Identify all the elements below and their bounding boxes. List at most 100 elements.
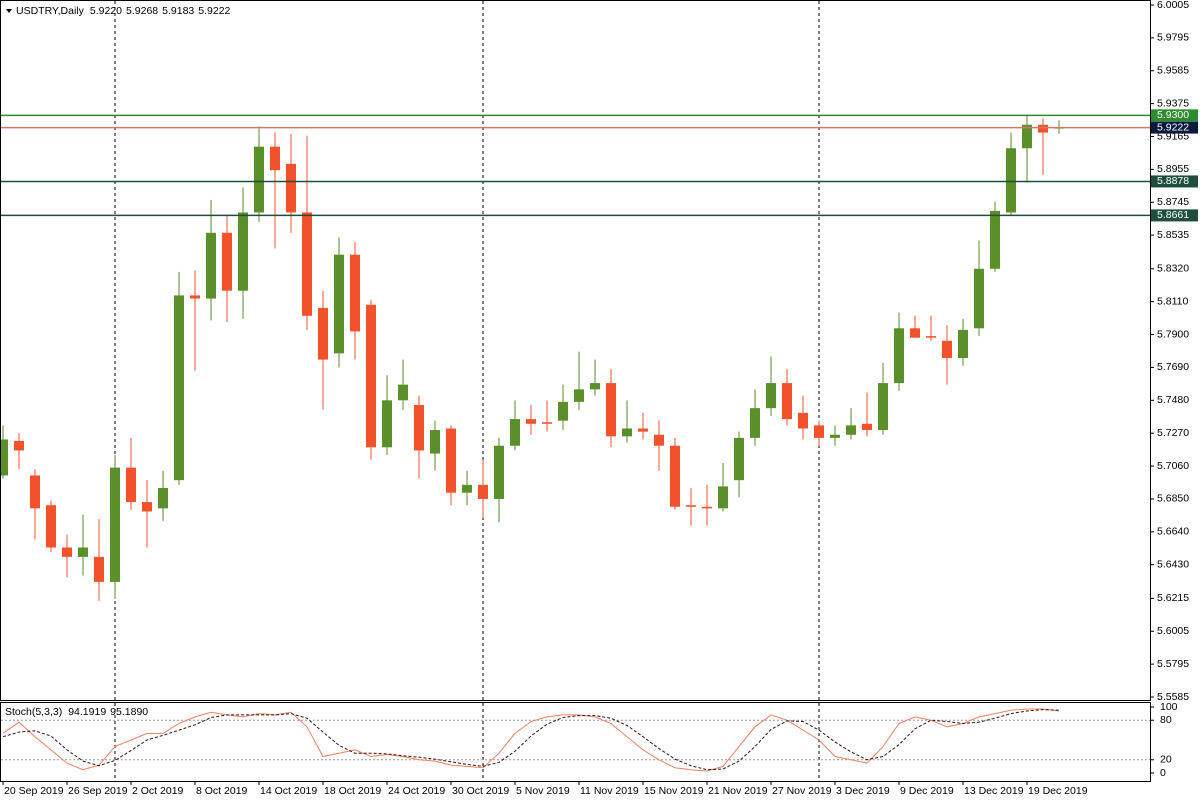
stoch-title: Stoch(5,3,3) xyxy=(5,706,62,718)
candle-body xyxy=(638,428,648,432)
candle-body xyxy=(286,163,296,213)
y-tick-label: 5.6640 xyxy=(1157,526,1189,538)
y-tick-label: 5.7270 xyxy=(1157,427,1189,439)
y-tick-label: 5.8745 xyxy=(1157,196,1189,208)
candle-body xyxy=(990,210,1000,269)
candle-body xyxy=(14,441,24,451)
candle-body xyxy=(174,295,184,481)
level-label: 5.9222 xyxy=(1157,121,1189,133)
candle-body xyxy=(718,486,728,509)
x-tick-label: 24 Oct 2019 xyxy=(388,785,445,797)
x-tick-label: 2 Oct 2019 xyxy=(132,785,184,797)
y-tick-label: 0 xyxy=(1160,767,1166,779)
x-tick-label: 9 Dec 2019 xyxy=(900,785,954,797)
candle-body xyxy=(542,422,552,424)
x-tick-label: 26 Sep 2019 xyxy=(68,785,128,797)
candle-body xyxy=(62,547,72,557)
x-tick-label: 14 Oct 2019 xyxy=(260,785,317,797)
candle-body xyxy=(1006,148,1016,213)
candle-body xyxy=(1022,124,1032,149)
candle-body xyxy=(318,307,328,360)
stoch-line xyxy=(2,709,1060,771)
candle-body xyxy=(190,295,200,299)
candle-body xyxy=(910,328,920,338)
level-box xyxy=(1151,109,1198,122)
header-value: 5.9220 xyxy=(90,5,122,17)
candle-body xyxy=(238,212,248,291)
candle-body xyxy=(254,146,264,213)
x-tick-label: 8 Oct 2019 xyxy=(196,785,248,797)
x-tick-label: 21 Nov 2019 xyxy=(708,785,768,797)
candle-body xyxy=(366,304,376,448)
x-tick-label: 5 Nov 2019 xyxy=(516,785,570,797)
candle-body xyxy=(878,383,888,431)
x-tick-label: 11 Nov 2019 xyxy=(580,785,639,797)
candle-body xyxy=(750,408,760,438)
y-tick-label: 5.6005 xyxy=(1157,625,1189,637)
candle-body xyxy=(158,487,168,509)
y-tick-label: 5.7690 xyxy=(1157,361,1189,373)
y-tick-label: 5.5795 xyxy=(1157,658,1189,670)
level-label: 5.9300 xyxy=(1157,109,1189,121)
y-tick-label: 5.9795 xyxy=(1157,32,1189,44)
candle-body xyxy=(1038,124,1048,133)
candle-body xyxy=(30,475,40,509)
candle-body xyxy=(222,232,232,291)
header-value: 94.1919 xyxy=(68,706,106,718)
candle-body xyxy=(334,254,344,354)
y-tick-label: 5.8320 xyxy=(1157,263,1189,275)
y-tick-label: 80 xyxy=(1160,714,1172,726)
candle-body xyxy=(702,506,712,509)
candle-body xyxy=(0,439,8,476)
candle-body xyxy=(558,401,568,421)
y-tick-label: 5.7060 xyxy=(1157,460,1189,472)
candle-body xyxy=(606,383,616,437)
main-panel-border xyxy=(0,0,1151,701)
x-tick-label: 19 Dec 2019 xyxy=(1028,785,1088,797)
header-value: 5.9268 xyxy=(126,5,158,17)
x-tick-label: 18 Oct 2019 xyxy=(324,785,381,797)
candle-body xyxy=(670,445,680,507)
x-tick-label: 15 Nov 2019 xyxy=(644,785,704,797)
candle-body xyxy=(78,547,88,557)
x-tick-label: 3 Dec 2019 xyxy=(836,785,890,797)
stoch-panel-border xyxy=(0,702,1151,782)
candle-body xyxy=(414,405,424,451)
candle-body xyxy=(654,434,664,446)
candle-body xyxy=(846,425,856,435)
candle-body xyxy=(862,423,872,431)
candle-body xyxy=(958,329,968,359)
level-box xyxy=(1151,209,1198,222)
y-tick-label: 20 xyxy=(1160,754,1172,766)
candle-body xyxy=(526,419,536,424)
candle-body xyxy=(46,505,56,548)
y-tick-label: 5.6215 xyxy=(1157,592,1189,604)
candle-body xyxy=(574,389,584,402)
y-tick-label: 5.8110 xyxy=(1157,295,1188,307)
candle-body xyxy=(494,445,504,499)
header-value: 95.1890 xyxy=(110,706,148,718)
candle-body xyxy=(126,467,136,503)
candle-body xyxy=(478,484,488,499)
y-tick-label: 5.7480 xyxy=(1157,394,1189,406)
candle-body xyxy=(398,384,408,401)
candle-body xyxy=(622,428,632,437)
candle-body xyxy=(94,556,104,582)
stoch-line xyxy=(2,708,1060,772)
candle-body xyxy=(110,467,120,582)
candle-body xyxy=(142,502,152,512)
candle-body xyxy=(734,437,744,481)
y-tick-label: 100 xyxy=(1160,701,1178,713)
level-label: 5.8661 xyxy=(1157,209,1189,221)
candle-body xyxy=(382,400,392,448)
candle-body xyxy=(206,232,216,299)
x-tick-label: 30 Oct 2019 xyxy=(452,785,509,797)
candle-body xyxy=(462,484,472,493)
candle-body xyxy=(974,268,984,329)
candle-body xyxy=(766,383,776,409)
candle-body xyxy=(446,428,456,493)
candle-body xyxy=(510,419,520,446)
